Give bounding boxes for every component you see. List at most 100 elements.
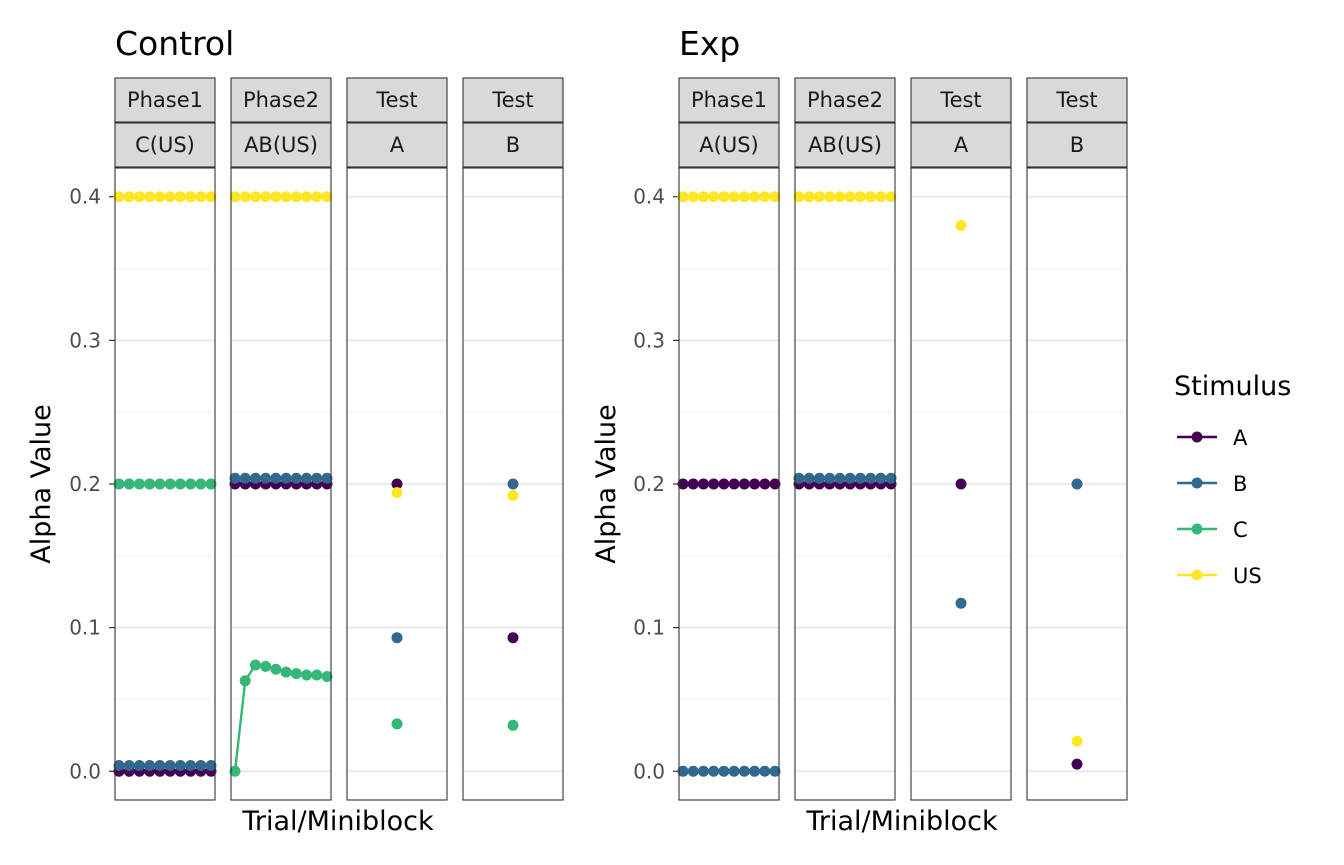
- strip-bottom: [114, 122, 216, 168]
- data-point-C: [507, 719, 519, 731]
- strip-top: [678, 77, 780, 123]
- data-point-A: [749, 478, 761, 490]
- data-point-US: [1071, 735, 1083, 747]
- data-point-B: [195, 760, 207, 772]
- data-point-B: [759, 765, 771, 777]
- data-point-B: [507, 478, 519, 490]
- data-point-B: [865, 472, 877, 484]
- data-point-US: [249, 191, 261, 203]
- y-tick-label: 0.0: [633, 759, 665, 783]
- data-point-US: [955, 219, 967, 231]
- strip-top: [114, 77, 216, 123]
- facet-panel-1: Phase2 AB(US): [793, 77, 897, 801]
- data-point-B: [728, 765, 740, 777]
- legend-item-label: A: [1233, 426, 1248, 450]
- facet-panel-3: Test B: [1026, 77, 1128, 801]
- data-point-B: [290, 472, 302, 484]
- data-point-C: [164, 478, 176, 490]
- data-point-C: [260, 660, 272, 672]
- data-point-A: [955, 478, 967, 490]
- strip-bottom-label: A: [390, 133, 405, 157]
- data-point-A: [677, 478, 689, 490]
- data-point-C: [280, 666, 292, 678]
- facet-group-0: Control Alpha Value 0.0 0.1 0.2 0.3 0.4 Trial/M…: [26, 24, 564, 837]
- data-point-A: [708, 478, 720, 490]
- data-point-US: [718, 191, 730, 203]
- panel-border: [114, 167, 216, 801]
- y-tick-label: 0.2: [633, 472, 665, 496]
- data-point-US: [793, 191, 805, 203]
- panel-border: [346, 167, 448, 801]
- panel-border: [1026, 167, 1128, 801]
- facet-panel-1: Phase2 AB(US): [229, 77, 333, 801]
- data-point-C: [311, 669, 323, 681]
- facet-group-1: Exp Alpha Value 0.0 0.1 0.2 0.3 0.4 Trial/Minib…: [591, 24, 1128, 837]
- legend-item-label: US: [1233, 564, 1262, 588]
- data-point-B: [708, 765, 720, 777]
- legend-key-point: [1191, 431, 1203, 443]
- data-point-US: [205, 191, 217, 203]
- data-point-B: [697, 765, 709, 777]
- data-point-B: [738, 765, 750, 777]
- panel-border: [230, 167, 332, 801]
- data-point-B: [391, 632, 403, 644]
- y-tick-label: 0.4: [69, 185, 101, 209]
- data-point-B: [311, 472, 323, 484]
- data-point-B: [280, 472, 292, 484]
- panel-border: [678, 167, 780, 801]
- chart-title: Exp: [679, 24, 740, 63]
- data-point-B: [113, 760, 125, 772]
- strip-top-label: Phase2: [243, 88, 319, 112]
- facet-panel-0: Phase1 C(US): [113, 77, 217, 801]
- data-point-A: [687, 478, 699, 490]
- y-axis-label: Alpha Value: [26, 404, 57, 564]
- data-point-A: [759, 478, 771, 490]
- data-point-C: [205, 478, 217, 490]
- data-point-US: [391, 487, 403, 499]
- legend-title: Stimulus: [1174, 371, 1291, 402]
- data-point-B: [885, 472, 897, 484]
- data-point-B: [803, 472, 815, 484]
- strip-bottom: [1026, 122, 1128, 168]
- data-point-B: [123, 760, 135, 772]
- strip-top: [230, 77, 332, 123]
- strip-bottom-label: B: [1070, 133, 1084, 157]
- data-point-B: [321, 472, 333, 484]
- panel-border: [462, 167, 564, 801]
- data-point-B: [185, 760, 197, 772]
- data-point-B: [229, 472, 241, 484]
- strip-top: [346, 77, 448, 123]
- strip-bottom-label: C(US): [135, 133, 195, 157]
- data-point-US: [708, 191, 720, 203]
- strip-bottom-label: B: [506, 133, 520, 157]
- data-point-C: [391, 718, 403, 730]
- strip-bottom-label: AB(US): [244, 133, 318, 157]
- data-point-B: [133, 760, 145, 772]
- data-point-US: [677, 191, 689, 203]
- data-point-US: [133, 191, 145, 203]
- strip-top: [794, 77, 896, 123]
- data-point-US: [260, 191, 272, 203]
- facet-panel-2: Test A: [910, 77, 1012, 801]
- strip-bottom-label: AB(US): [808, 133, 882, 157]
- facet-panel-2: Test A: [346, 77, 448, 801]
- data-point-B: [955, 597, 967, 609]
- data-point-US: [164, 191, 176, 203]
- chart-title: Control: [115, 24, 234, 63]
- data-point-C: [270, 663, 282, 675]
- data-point-C: [144, 478, 156, 490]
- data-point-B: [834, 472, 846, 484]
- data-point-US: [301, 191, 313, 203]
- facet-panel-0: Phase1 A(US): [677, 77, 781, 801]
- strip-bottom: [910, 122, 1012, 168]
- data-point-US: [759, 191, 771, 203]
- data-point-B: [205, 760, 217, 772]
- data-point-B: [813, 472, 825, 484]
- strip-bottom: [462, 122, 564, 168]
- data-point-US: [270, 191, 282, 203]
- data-point-US: [239, 191, 251, 203]
- panel-border: [794, 167, 896, 801]
- data-point-B: [854, 472, 866, 484]
- panel-border: [910, 167, 1012, 801]
